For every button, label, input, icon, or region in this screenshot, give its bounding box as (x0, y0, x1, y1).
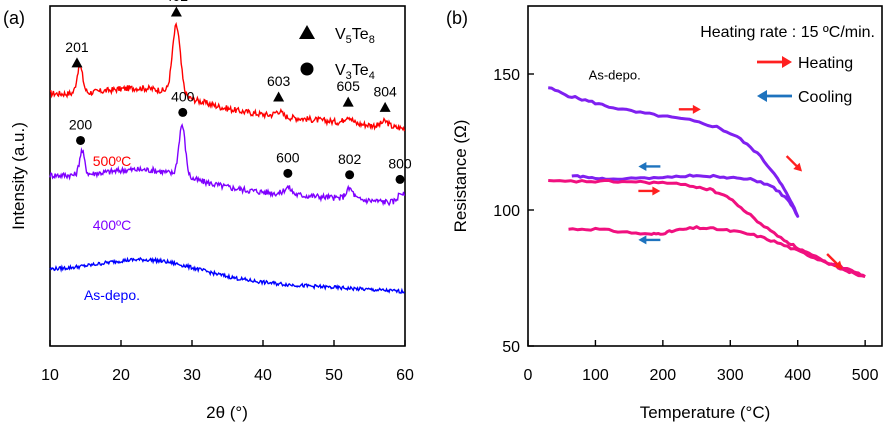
xrd-legend-text-part: 3 (346, 70, 352, 82)
circle-peak-marker (395, 174, 405, 184)
direction-arrow-icon (785, 155, 803, 172)
direction-arrow-icon (826, 253, 843, 270)
resistance-x-tick-label: 200 (650, 367, 677, 384)
cooling-legend-arrow-icon (757, 90, 792, 102)
xrd-legend-text-part: V (335, 26, 346, 43)
xrd-legend-text-part: 4 (369, 70, 375, 82)
xrd-x-tick-label: 40 (254, 367, 272, 384)
peak-label: 603 (267, 73, 291, 89)
xrd-panel: (a) 10 20 30 40 50 60 2θ (°) Intensity (a.u.)… (3, 0, 414, 422)
resistance-y-tick-label: 50 (502, 339, 520, 356)
peak-label: 800 (388, 155, 412, 171)
xrd-series-line (49, 122, 406, 207)
resistance-panel: (b) 0 100 200 300 400 500 50 100 150 Temperature… (446, 5, 883, 422)
resistance-y-tick-label: 150 (493, 67, 520, 84)
xrd-series-line (49, 21, 406, 132)
peak-label: 605 (337, 78, 361, 94)
peak-label: 201 (65, 39, 89, 55)
resistance-annotations: Heating rate : 15 ºC/min. As-depo. (589, 24, 875, 82)
direction-arrow-icon (638, 186, 661, 196)
peak-label: 802 (338, 151, 362, 167)
direction-arrow-icon (638, 235, 661, 245)
circle-peak-marker (178, 107, 188, 117)
xrd-x-tick-label: 50 (325, 367, 343, 384)
triangle-legend-icon (299, 25, 315, 39)
xrd-peak-markers: 201 402 603 605 804 200 400 600 802 800 (65, 0, 412, 184)
triangle-peak-marker (273, 91, 285, 102)
resistance-x-axis-label: Temperature (°C) (640, 403, 771, 422)
xrd-x-tick-label: 30 (183, 367, 201, 384)
xrd-series-label: 500ºC (93, 153, 132, 169)
xrd-series-line (49, 256, 405, 295)
peak-label: 402 (165, 0, 189, 4)
peak-label: 200 (69, 116, 93, 132)
panel-label-a: (a) (3, 8, 25, 28)
peak-label: 600 (276, 149, 300, 165)
resistance-axes: 0 100 200 300 400 500 50 100 150 (493, 67, 878, 384)
xrd-x-tick-label: 10 (41, 367, 59, 384)
triangle-peak-marker (379, 101, 391, 112)
resistance-legend-label: Heating (798, 55, 853, 72)
direction-arrow-icon (638, 161, 661, 171)
heating-legend-arrow-icon (757, 56, 792, 68)
resistance-series-line (548, 86, 800, 218)
panel-label-b: (b) (446, 8, 468, 28)
xrd-x-axis: 10 20 30 40 50 60 (41, 340, 414, 384)
resistance-x-tick-label: 300 (717, 367, 744, 384)
triangle-peak-marker (71, 57, 83, 68)
xrd-legend-text-part: Te (352, 62, 369, 79)
xrd-series-group: 500ºC 400ºC As-depo. (49, 21, 406, 303)
triangle-peak-marker (342, 96, 354, 107)
resistance-x-tick-label: 400 (784, 367, 811, 384)
resistance-y-tick-label: 100 (493, 203, 520, 220)
circle-peak-marker (345, 170, 355, 180)
heating-rate-annotation: Heating rate : 15 ºC/min. (700, 24, 875, 41)
resistance-legend-label: Cooling (798, 89, 852, 106)
xrd-legend-text-part: V (335, 62, 346, 79)
peak-label: 804 (373, 83, 397, 99)
direction-arrow-icon (678, 104, 701, 114)
xrd-x-axis-label: 2θ (°) (206, 403, 248, 422)
circle-peak-marker (76, 135, 86, 145)
xrd-legend-text-part: 8 (369, 34, 375, 46)
circle-peak-marker (283, 168, 293, 178)
circle-legend-icon (300, 62, 314, 76)
xrd-legend-label: V5Te8 (335, 26, 375, 46)
resistance-series-line (568, 225, 866, 278)
xrd-x-tick-label: 20 (112, 367, 130, 384)
peak-label: 400 (171, 88, 195, 104)
resistance-plot-frame (527, 5, 883, 347)
resistance-x-tick-label: 0 (524, 367, 533, 384)
xrd-legend-text-part: Te (352, 26, 369, 43)
resistance-x-tick-label: 100 (582, 367, 609, 384)
resistance-series-group (548, 86, 866, 279)
xrd-x-tick-label: 60 (396, 367, 414, 384)
xrd-legend-label: V3Te4 (335, 62, 375, 82)
xrd-y-axis-label: Intensity (a.u.) (9, 122, 28, 230)
resistance-x-tick-label: 500 (852, 367, 879, 384)
resistance-y-axis-label: Resistance (Ω) (451, 120, 470, 233)
resistance-legend: Heating Cooling (757, 55, 853, 106)
xrd-series-label: As-depo. (84, 287, 140, 303)
series-annotation: As-depo. (589, 67, 641, 82)
resistance-direction-arrows (638, 104, 843, 270)
xrd-legend-text-part: 5 (346, 34, 352, 46)
triangle-peak-marker (170, 6, 182, 17)
xrd-series-label: 400ºC (93, 217, 132, 233)
